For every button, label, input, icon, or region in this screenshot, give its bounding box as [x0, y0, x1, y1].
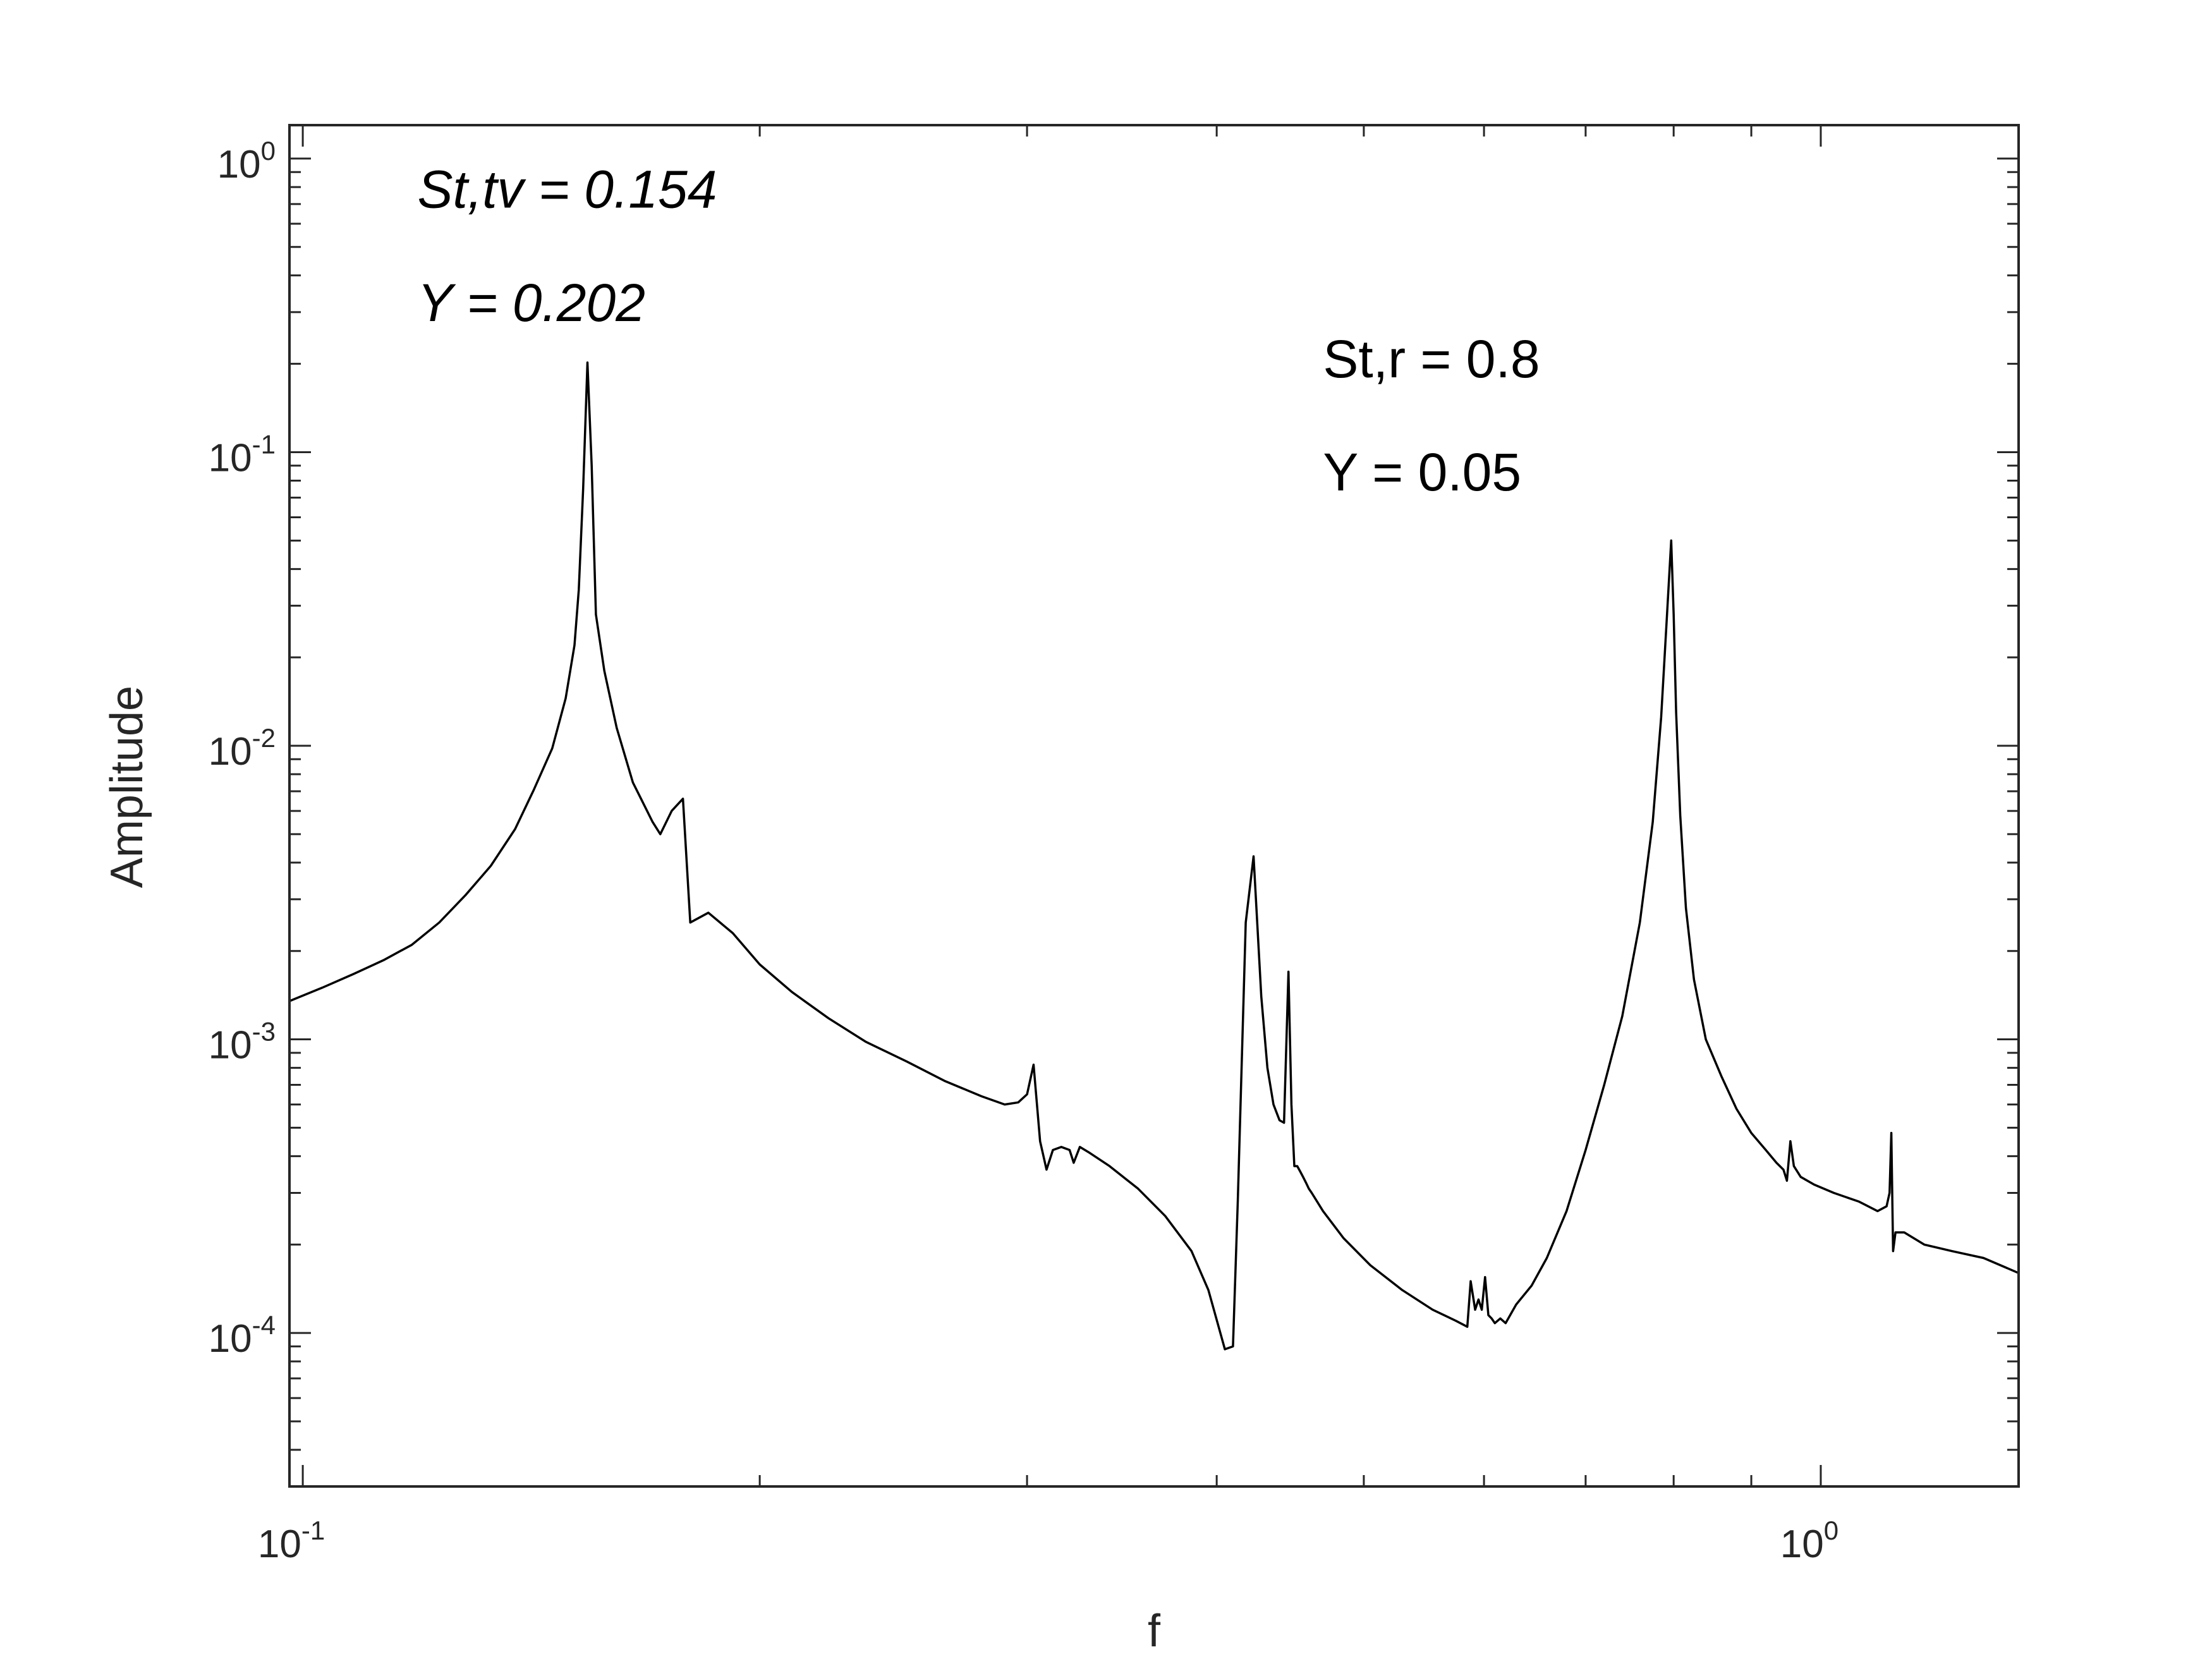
series-line-0 [289, 361, 2019, 1351]
x-axis-title: f [1148, 1606, 1161, 1656]
x-tick-label: 10-1 [258, 1516, 325, 1566]
tick-exponent: -2 [252, 723, 276, 753]
tick-base: 10 [258, 1522, 301, 1566]
major-ticks [289, 125, 2019, 1486]
tick-exponent: -1 [301, 1516, 325, 1545]
y-tick-label: 10-4 [209, 1310, 276, 1361]
y-tick-label: 10-3 [209, 1017, 276, 1067]
tick-base: 10 [209, 1317, 252, 1361]
y-tick-label: 10-1 [209, 429, 276, 480]
tick-exponent: -3 [252, 1017, 276, 1047]
annotations: St,tv = 0.154 Y = 0.202 St,r = 0.8 Y = 0.05 [418, 160, 1540, 502]
annotation-label: Y = 0.202 [418, 273, 645, 332]
tick-exponent: 0 [1824, 1516, 1838, 1545]
tick-base: 10 [209, 1024, 252, 1067]
plot-area [289, 125, 2019, 1486]
tick-base: 10 [217, 143, 261, 186]
series-layer [289, 361, 2019, 1351]
y-tick-label: 100 [217, 136, 276, 186]
annotation-label: St,r = 0.8 [1323, 329, 1540, 389]
tick-base: 10 [209, 730, 252, 774]
x-tick-labels: 10-1 100 [258, 1516, 1838, 1566]
annotation-label: Y = 0.05 [1323, 442, 1521, 502]
tick-base: 10 [1780, 1522, 1824, 1566]
tick-exponent: -1 [252, 429, 276, 459]
tick-exponent: -4 [252, 1310, 276, 1340]
annotation-label: St,tv = 0.154 [418, 160, 717, 219]
y-axis-title: Amplitude [102, 686, 152, 888]
x-tick-label: 100 [1780, 1516, 1838, 1566]
tick-exponent: 0 [261, 136, 276, 166]
y-tick-label: 10-2 [209, 723, 276, 774]
plot-frame [288, 124, 2020, 1488]
tick-base: 10 [209, 436, 252, 480]
